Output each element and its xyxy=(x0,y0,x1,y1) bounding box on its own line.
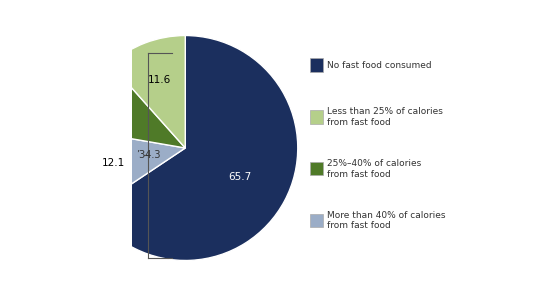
Text: from fast food: from fast food xyxy=(328,170,391,178)
Text: 25%–40% of calories: 25%–40% of calories xyxy=(328,159,422,168)
Text: from fast food: from fast food xyxy=(328,221,391,230)
Wedge shape xyxy=(110,36,185,148)
FancyBboxPatch shape xyxy=(310,214,323,227)
Text: 10.7: 10.7 xyxy=(110,107,133,118)
Text: More than 40% of calories: More than 40% of calories xyxy=(328,211,446,220)
Text: No fast food consumed: No fast food consumed xyxy=(328,61,432,70)
Text: 65.7: 65.7 xyxy=(228,172,251,182)
Text: 12.1: 12.1 xyxy=(102,158,125,168)
Text: 11.6: 11.6 xyxy=(148,75,171,85)
FancyBboxPatch shape xyxy=(310,110,323,123)
Text: Less than 25% of calories: Less than 25% of calories xyxy=(328,107,443,116)
Wedge shape xyxy=(92,36,298,260)
Text: ’34.3: ’34.3 xyxy=(137,150,161,160)
Text: from fast food: from fast food xyxy=(328,118,391,127)
FancyBboxPatch shape xyxy=(310,162,323,175)
Wedge shape xyxy=(73,129,185,210)
Wedge shape xyxy=(74,64,185,148)
FancyBboxPatch shape xyxy=(310,58,323,72)
